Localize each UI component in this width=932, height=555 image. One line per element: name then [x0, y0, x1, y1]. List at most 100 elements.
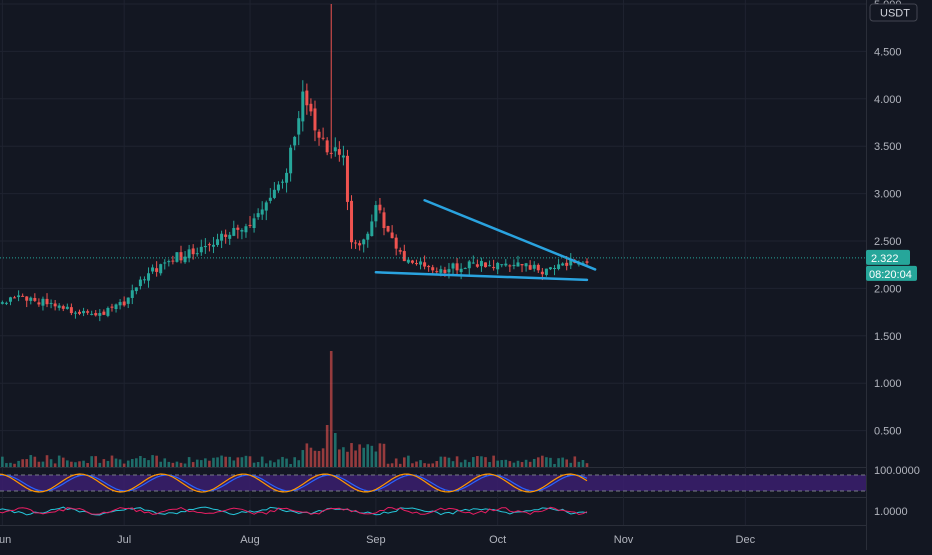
candle-body[interactable] [475, 264, 479, 267]
candle[interactable] [114, 303, 118, 313]
candle[interactable] [98, 309, 102, 322]
candle[interactable] [394, 234, 398, 256]
candle[interactable] [207, 242, 211, 252]
candle-body[interactable] [561, 263, 565, 266]
candle[interactable] [187, 244, 191, 263]
candle-body[interactable] [240, 230, 244, 232]
candle[interactable] [305, 83, 309, 115]
candle[interactable] [520, 263, 524, 273]
candle-body[interactable] [329, 152, 333, 154]
candle-body[interactable] [285, 172, 289, 183]
currency-badge-box[interactable] [869, 3, 918, 22]
candle-body[interactable] [256, 213, 260, 218]
time-axis[interactable]: Jun Jul Aug Sep Oct Nov Dec [0, 534, 756, 546]
candle-body[interactable] [0, 302, 4, 304]
candle-body[interactable] [484, 262, 487, 268]
trendline[interactable] [374, 271, 589, 282]
candle[interactable] [329, 4, 333, 159]
candle-body[interactable] [301, 91, 305, 122]
candle[interactable] [500, 264, 504, 268]
candle[interactable] [532, 261, 536, 272]
candle[interactable] [110, 303, 114, 312]
candle[interactable] [398, 247, 402, 255]
candle-body[interactable] [297, 118, 301, 135]
candle-body[interactable] [419, 261, 423, 265]
candle-body[interactable] [358, 243, 362, 246]
candle-body[interactable] [45, 298, 49, 305]
candle[interactable] [272, 182, 276, 200]
candle[interactable] [211, 236, 215, 254]
candle[interactable] [350, 195, 354, 249]
candle-body[interactable] [524, 263, 528, 267]
trendline-layer[interactable] [374, 198, 597, 282]
candle-body[interactable] [187, 249, 191, 259]
candle[interactable] [159, 263, 163, 276]
candle[interactable] [106, 306, 110, 318]
candle[interactable] [431, 264, 435, 275]
candle-body[interactable] [532, 264, 536, 269]
candle-body[interactable] [106, 307, 110, 316]
candle-body[interactable] [565, 262, 569, 266]
candle[interactable] [37, 298, 41, 307]
candle[interactable] [354, 239, 358, 249]
candle-body[interactable] [536, 264, 540, 271]
candle[interactable] [345, 149, 349, 211]
candle-body[interactable] [439, 269, 443, 273]
candle-body[interactable] [488, 265, 492, 267]
candle[interactable] [65, 303, 69, 310]
candle-body[interactable] [378, 204, 382, 211]
candle[interactable] [73, 310, 77, 319]
candle[interactable] [536, 263, 540, 274]
candle-body[interactable] [496, 262, 500, 270]
candle-body[interactable] [122, 301, 126, 306]
candle-body[interactable] [366, 233, 370, 240]
candle-body[interactable] [374, 205, 378, 222]
candle-body[interactable] [272, 189, 276, 198]
candle[interactable] [548, 266, 552, 271]
candle-body[interactable] [69, 307, 73, 314]
candle-body[interactable] [293, 136, 297, 146]
candle-body[interactable] [118, 302, 122, 306]
candle-body[interactable] [175, 252, 179, 262]
price-axis[interactable]: 5.0004.5004.0003.5003.0002.5002.0001.500… [869, 0, 920, 518]
candle-body[interactable] [394, 237, 398, 249]
candle-body[interactable] [305, 90, 309, 106]
candle-body[interactable] [410, 260, 414, 263]
candle-body[interactable] [216, 239, 220, 245]
candle-body[interactable] [244, 226, 248, 233]
candle-body[interactable] [37, 302, 41, 305]
candle-body[interactable] [540, 271, 544, 275]
candle[interactable] [484, 262, 487, 268]
candle[interactable] [4, 301, 8, 306]
candle[interactable] [341, 145, 345, 166]
candle[interactable] [479, 257, 483, 272]
candle[interactable] [410, 259, 414, 265]
candle[interactable] [264, 200, 268, 221]
candle[interactable] [8, 296, 12, 306]
candle[interactable] [276, 181, 280, 193]
candle[interactable] [183, 251, 187, 264]
candle[interactable] [195, 247, 199, 257]
candle[interactable] [419, 258, 423, 270]
candle-body[interactable] [492, 267, 496, 269]
candle[interactable] [585, 258, 589, 267]
candle[interactable] [561, 262, 565, 266]
candle-body[interactable] [252, 218, 256, 228]
candle-body[interactable] [386, 225, 390, 232]
candle-body[interactable] [179, 252, 183, 261]
candle[interactable] [86, 309, 90, 315]
candle-body[interactable] [155, 268, 159, 272]
candle[interactable] [382, 207, 386, 236]
candle[interactable] [94, 310, 98, 317]
candle-body[interactable] [29, 297, 33, 301]
candle-body[interactable] [73, 312, 77, 314]
candle[interactable] [463, 267, 467, 270]
candle[interactable] [451, 262, 455, 275]
candle-body[interactable] [451, 263, 455, 269]
candle[interactable] [179, 245, 183, 264]
candle[interactable] [414, 259, 418, 266]
candle-body[interactable] [260, 209, 264, 215]
candle[interactable] [138, 276, 142, 290]
candle-body[interactable] [414, 263, 418, 265]
